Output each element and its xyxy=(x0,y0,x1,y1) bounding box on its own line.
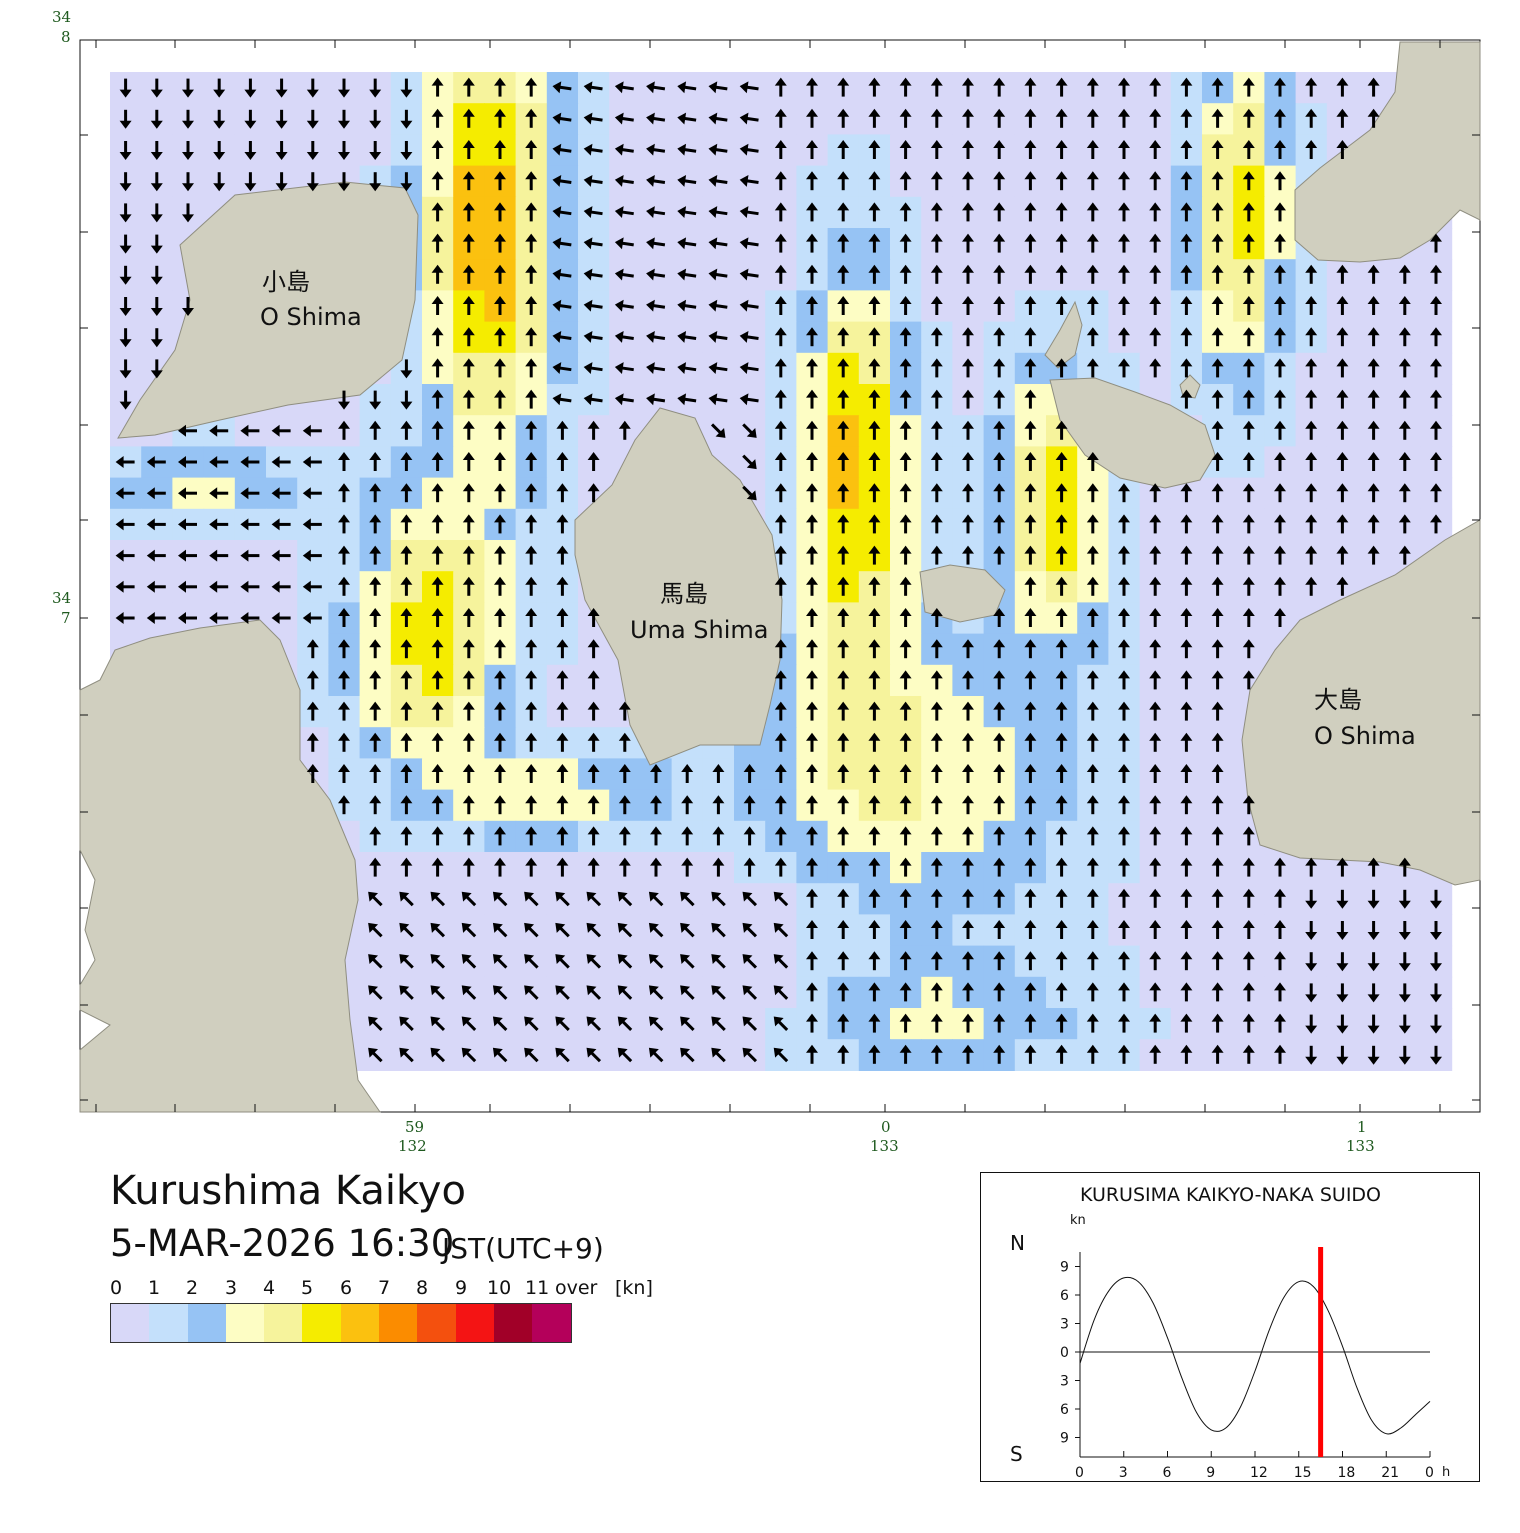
tide-station-name: KURUSIMA KAIKYO-NAKA SUIDO xyxy=(1080,1184,1381,1206)
legend-swatch xyxy=(264,1304,303,1342)
legend-tick: 9 xyxy=(455,1277,468,1299)
legend-swatch xyxy=(149,1304,188,1342)
tide-x-tick-label: 21 xyxy=(1381,1465,1399,1481)
tide-x-tick-label: 0 xyxy=(1075,1465,1084,1481)
island-label-umashima-en: Uma Shima xyxy=(630,616,768,644)
current-map: 34 8 34 7 59 132 0 133 1 133 小島 O Shima … xyxy=(52,8,1481,1155)
tide-x-tick-label: 12 xyxy=(1250,1465,1268,1481)
legend-tick: over xyxy=(555,1277,598,1299)
legend-tick: 2 xyxy=(186,1277,199,1299)
tide-unit: kn xyxy=(1070,1213,1086,1228)
legend-swatch xyxy=(532,1304,571,1342)
timezone-text: JST(UTC+9) xyxy=(442,1232,604,1265)
tide-south-label: S xyxy=(1010,1442,1023,1466)
tide-y-tick-label: 9 xyxy=(1060,1260,1069,1276)
tide-x-tick-label: 0 xyxy=(1425,1465,1434,1481)
tide-x-tick-label: 9 xyxy=(1206,1465,1215,1481)
legend-swatch xyxy=(111,1304,150,1342)
lon-1-min: 59 xyxy=(405,1118,424,1136)
island-label-koshima-en: O Shima xyxy=(260,303,362,331)
lon-2-deg: 133 xyxy=(870,1137,899,1155)
lat-top-deg: 34 xyxy=(52,8,71,26)
legend-swatch xyxy=(187,1304,226,1342)
legend-tick: 8 xyxy=(416,1277,429,1299)
map-title: Kurushima Kaikyo xyxy=(110,1168,466,1214)
tide-x-tick-label: 6 xyxy=(1163,1465,1172,1481)
tide-north-label: N xyxy=(1010,1231,1025,1255)
island-label-oshima-ja: 大島 xyxy=(1314,686,1362,714)
legend-tick: 6 xyxy=(340,1277,353,1299)
lat-mid-deg: 34 xyxy=(52,589,71,607)
tide-x-tick-label: 15 xyxy=(1294,1465,1312,1481)
lat-top-min: 8 xyxy=(61,28,71,46)
datetime-display: 5-MAR-2026 16:30 JST(UTC+9) xyxy=(110,1222,604,1265)
tide-x-tick-label: 3 xyxy=(1119,1465,1128,1481)
legend-swatch xyxy=(493,1304,533,1342)
legend-tick: 7 xyxy=(378,1277,391,1299)
legend-swatch xyxy=(225,1304,265,1342)
legend-tick: 0 xyxy=(110,1277,123,1299)
lon-1-deg: 132 xyxy=(398,1137,427,1155)
tide-x-tick-label: 18 xyxy=(1338,1465,1356,1481)
tide-x-unit: h xyxy=(1442,1465,1450,1480)
legend-tick-labels: 0 1 2 3 4 5 6 7 8 9 10 11 over [kn] xyxy=(110,1277,710,1299)
legend-tick: 1 xyxy=(148,1277,161,1299)
legend-swatch xyxy=(379,1304,418,1342)
legend-swatch xyxy=(417,1304,456,1342)
lon-2-min: 0 xyxy=(881,1118,891,1136)
tide-panel: KURUSIMA KAIKYO-NAKA SUIDO kn N S h 9 6 3 0… xyxy=(980,1172,1480,1482)
legend-tick: [kn] xyxy=(615,1277,653,1299)
legend-tick: 5 xyxy=(301,1277,314,1299)
island-label-koshima-ja: 小島 xyxy=(262,268,310,296)
tide-y-tick-label: 0 xyxy=(1060,1345,1069,1361)
island-label-umashima-ja: 馬島 xyxy=(660,580,708,608)
island-label-oshima-en: O Shima xyxy=(1314,722,1416,750)
lon-3-deg: 133 xyxy=(1346,1137,1375,1155)
tide-y-tick-label: 3 xyxy=(1060,1317,1069,1333)
legend-tick: 3 xyxy=(225,1277,238,1299)
speed-legend xyxy=(110,1303,572,1343)
tide-y-tick-label: 6 xyxy=(1060,1288,1069,1304)
legend-swatch xyxy=(455,1304,494,1342)
legend-swatch xyxy=(302,1304,341,1342)
tide-y-tick-label: 6 xyxy=(1060,1402,1069,1418)
lon-3-min: 1 xyxy=(1357,1118,1367,1136)
legend-swatch xyxy=(340,1304,380,1342)
tide-y-tick-label: 9 xyxy=(1060,1431,1069,1447)
legend-tick: 10 xyxy=(487,1277,512,1299)
tide-y-tick-label: 3 xyxy=(1060,1374,1069,1390)
lat-mid-min: 7 xyxy=(61,609,71,627)
legend-tick: 4 xyxy=(263,1277,276,1299)
datetime-text: 5-MAR-2026 16:30 xyxy=(110,1222,455,1265)
legend-tick: 11 xyxy=(525,1277,550,1299)
tide-panel-frame xyxy=(980,1172,1480,1482)
